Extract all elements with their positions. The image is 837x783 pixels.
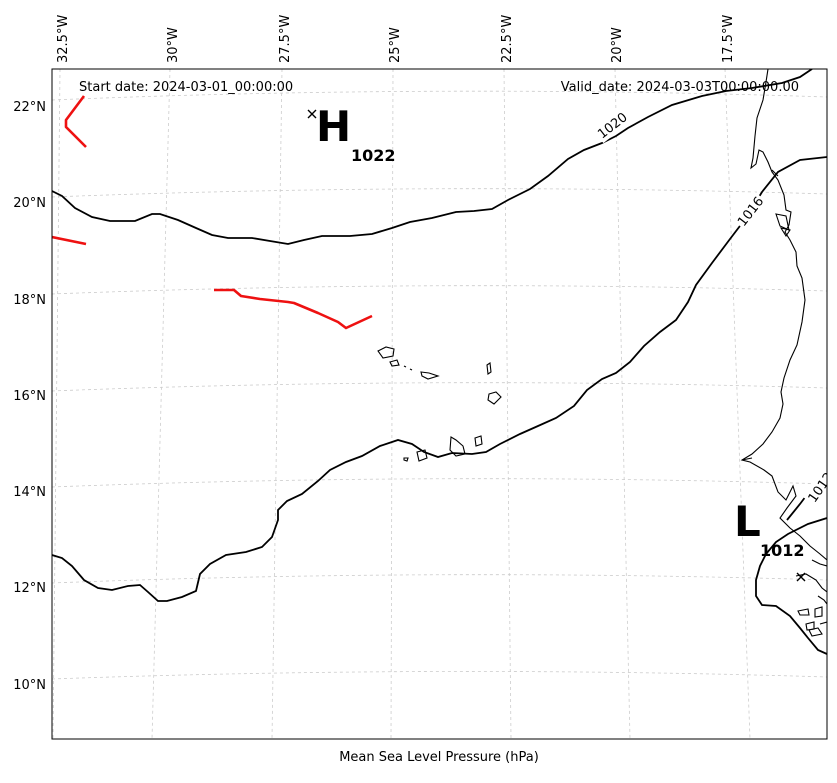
lat-tick-label: 22°N	[13, 100, 46, 115]
parallel-line	[52, 188, 827, 198]
high-center-marker	[307, 109, 317, 119]
meridian-line	[614, 69, 631, 739]
latitude-tick-labels: 22°N 20°N 18°N 16°N 14°N 12°N 10°N	[13, 100, 46, 693]
parallel-line	[52, 90, 827, 101]
guinea-coastline	[811, 559, 827, 567]
parallel-line	[52, 478, 827, 488]
valid-date-label: Valid_date: 2024-03-03T00:00:00.00	[561, 80, 799, 95]
coastal-island	[797, 608, 810, 616]
meridian-line	[52, 69, 61, 739]
coastal-island	[819, 621, 827, 625]
coast-detail	[771, 169, 779, 177]
cape-verde-island	[420, 371, 440, 380]
lon-tick-label: 25°W	[388, 27, 403, 63]
cape-verde-island	[486, 362, 492, 375]
isobar-1016	[52, 156, 827, 602]
isobars	[52, 69, 827, 655]
isobar-1020	[52, 69, 813, 245]
map-content: 1020 1016 1012 H 1022 L	[52, 69, 827, 739]
front-line	[214, 288, 373, 330]
coastal-island	[814, 606, 823, 618]
lon-tick-label: 20°W	[610, 27, 625, 63]
front-line	[64, 95, 87, 148]
low-center-marker	[796, 572, 806, 582]
low-pressure-letter: L	[734, 497, 761, 546]
map-frame	[51, 68, 828, 740]
isobar-1012	[755, 517, 827, 655]
cape-verde-island	[487, 391, 502, 405]
cape-verde-island	[403, 457, 409, 462]
map-caption: Mean Sea Level Pressure (hPa)	[339, 750, 539, 765]
high-pressure-letter: H	[316, 102, 351, 151]
contour-labels: 1020 1016 1012	[592, 106, 827, 507]
fronts	[52, 95, 373, 330]
coastal-island	[808, 627, 823, 637]
meridian-line	[271, 69, 283, 739]
graticule	[52, 69, 827, 739]
meridian-line	[503, 69, 512, 739]
pressure-center-markers	[307, 109, 806, 582]
pressure-centers: H 1022 L 1012	[316, 102, 805, 560]
high-pressure-value: 1022	[351, 146, 396, 165]
start-date-label: Start date: 2024-03-01_00:00:00	[79, 80, 293, 95]
meridian-line	[390, 69, 394, 739]
lon-tick-label: 17.5°W	[721, 15, 736, 63]
coast-detail	[741, 457, 753, 461]
lat-tick-label: 14°N	[13, 485, 46, 500]
parallel-line	[52, 285, 827, 295]
lat-tick-label: 20°N	[13, 196, 46, 211]
lat-tick-label: 16°N	[13, 389, 46, 404]
cape-verde-island	[474, 435, 483, 447]
coast-detail	[779, 227, 791, 238]
guinea-coastline	[817, 595, 827, 605]
cape-verde-island	[377, 346, 395, 359]
parallel-line	[52, 574, 827, 584]
cape-verde-island	[389, 359, 400, 367]
parallel-line	[52, 671, 827, 680]
longitude-tick-labels: 32.5°W 30°W 27.5°W 25°W 22.5°W 20°W 17.5…	[56, 15, 736, 63]
parallel-line	[52, 382, 827, 392]
front-line	[52, 235, 87, 246]
lon-tick-label: 32.5°W	[56, 15, 71, 63]
cape-verde-island	[403, 365, 407, 368]
meridian-line	[151, 69, 171, 739]
low-pressure-value: 1012	[760, 541, 805, 560]
africa-coastline	[740, 69, 827, 561]
cape-verde-island	[409, 368, 413, 371]
lat-tick-label: 18°N	[13, 293, 46, 308]
meridian-line	[724, 69, 751, 739]
lat-tick-label: 12°N	[13, 581, 46, 596]
lon-tick-label: 27.5°W	[278, 15, 293, 63]
lat-tick-label: 10°N	[13, 678, 46, 693]
lon-tick-label: 30°W	[166, 27, 181, 63]
lon-tick-label: 22.5°W	[500, 15, 515, 63]
